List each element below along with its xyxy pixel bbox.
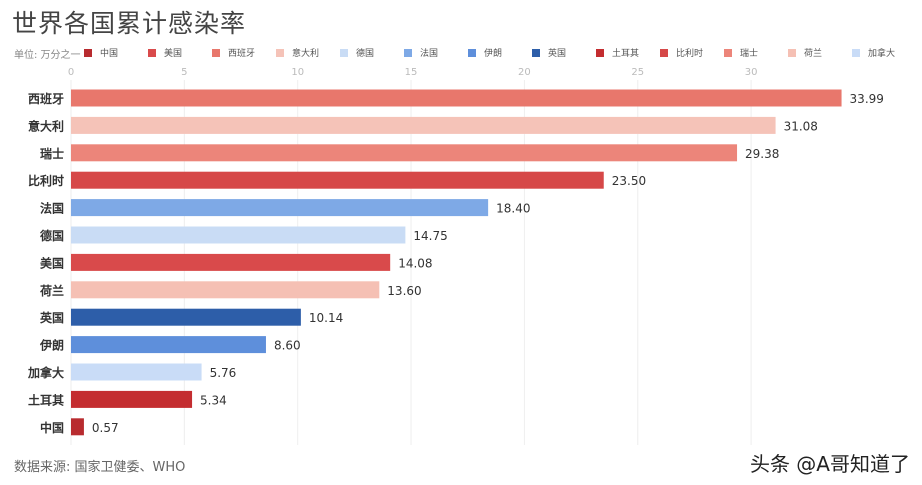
category-label: 英国 [40, 310, 64, 325]
source-note: 数据来源: 国家卫健委、WHO [14, 460, 186, 475]
legend-swatch [340, 48, 348, 57]
bar [71, 199, 489, 217]
value-label: 5.34 [200, 393, 227, 407]
value-label: 14.75 [413, 229, 447, 243]
bar [71, 226, 406, 244]
legend-label: 德国 [356, 49, 375, 59]
category-label: 中国 [40, 420, 64, 435]
category-label: 意大利 [28, 118, 64, 133]
legend-item: 意大利 [276, 46, 340, 59]
legend-item: 瑞士 [724, 46, 788, 59]
value-label: 5.76 [210, 366, 237, 380]
legend-swatch [276, 48, 284, 57]
value-label: 8.60 [274, 339, 301, 353]
category-label: 加拿大 [27, 365, 64, 380]
value-label: 10.14 [309, 311, 343, 325]
legend-swatch [596, 48, 604, 57]
legend-label: 西班牙 [228, 49, 256, 59]
category-label: 荷兰 [39, 283, 64, 298]
legend-label: 加拿大 [868, 49, 896, 59]
legend-label: 英国 [548, 49, 567, 59]
value-label: 18.40 [496, 202, 530, 216]
bar [71, 363, 202, 381]
value-label: 33.99 [850, 92, 884, 106]
bar [71, 308, 301, 326]
legend-swatch [84, 48, 92, 57]
chart-title: 世界各国累计感染率 [12, 9, 247, 38]
value-label: 13.60 [387, 284, 421, 298]
bar [71, 171, 604, 189]
x-tick-label: 10 [291, 67, 304, 78]
bar [71, 144, 738, 162]
legend-item: 中国 [84, 46, 148, 59]
legend-item: 荷兰 [788, 46, 852, 59]
bar [71, 281, 380, 299]
bar [71, 336, 266, 354]
bar [71, 418, 84, 436]
category-label: 德国 [40, 228, 64, 243]
category-label: 美国 [40, 255, 64, 270]
legend-item: 英国 [532, 46, 596, 59]
category-label: 西班牙 [28, 91, 64, 106]
legend-swatch [212, 48, 220, 57]
x-tick-label: 15 [405, 67, 418, 78]
value-label: 0.57 [92, 421, 119, 435]
x-tick-label: 30 [745, 67, 758, 78]
legend-item: 比利时 [660, 46, 724, 59]
legend-swatch [532, 48, 540, 57]
x-tick-label: 5 [181, 67, 187, 78]
legend-item: 土耳其 [596, 46, 660, 59]
value-label: 23.50 [612, 174, 646, 188]
legend-item: 西班牙 [212, 46, 276, 59]
bar [71, 89, 842, 107]
legend-label: 瑞士 [740, 49, 759, 59]
legend-swatch [788, 48, 796, 57]
legend-swatch [660, 48, 668, 57]
value-label: 31.08 [784, 119, 818, 133]
legend-swatch [724, 48, 732, 57]
category-label: 瑞士 [40, 146, 64, 161]
legend-label: 意大利 [292, 49, 320, 59]
legend-item: 法国 [404, 46, 468, 59]
watermark: 头条 @A哥知道了 [749, 452, 910, 476]
value-label: 29.38 [745, 147, 779, 161]
legend-item: 美国 [148, 46, 212, 59]
legend-item: 德国 [340, 46, 404, 59]
x-tick-label: 0 [68, 67, 74, 78]
legend-swatch [468, 48, 476, 57]
legend-label: 土耳其 [612, 49, 640, 59]
legend-label: 荷兰 [804, 49, 823, 59]
legend: 中国 美国 西班牙 意大利 德国 法国 伊朗 英国 土耳其 比利时 瑞士 荷兰 加拿大 [84, 46, 916, 59]
legend-label: 比利时 [676, 49, 704, 59]
legend-swatch [852, 48, 860, 57]
legend-swatch [404, 48, 412, 57]
bar [71, 116, 776, 134]
legend-item: 伊朗 [468, 46, 532, 59]
legend-swatch [148, 48, 156, 57]
category-label: 法国 [40, 201, 64, 216]
legend-label: 伊朗 [484, 49, 503, 59]
legend-label: 中国 [100, 49, 119, 59]
category-label: 比利时 [28, 173, 64, 188]
x-tick-label: 25 [631, 67, 644, 78]
legend-label: 美国 [164, 49, 183, 59]
bar [71, 390, 193, 408]
x-tick-label: 20 [518, 67, 531, 78]
legend-label: 法国 [420, 49, 439, 59]
unit-label: 单位: 万分之一 [14, 50, 81, 61]
bar [71, 253, 391, 271]
category-label: 土耳其 [28, 392, 64, 407]
legend-item: 加拿大 [852, 46, 916, 59]
value-label: 14.08 [398, 256, 432, 270]
category-label: 伊朗 [39, 338, 64, 353]
